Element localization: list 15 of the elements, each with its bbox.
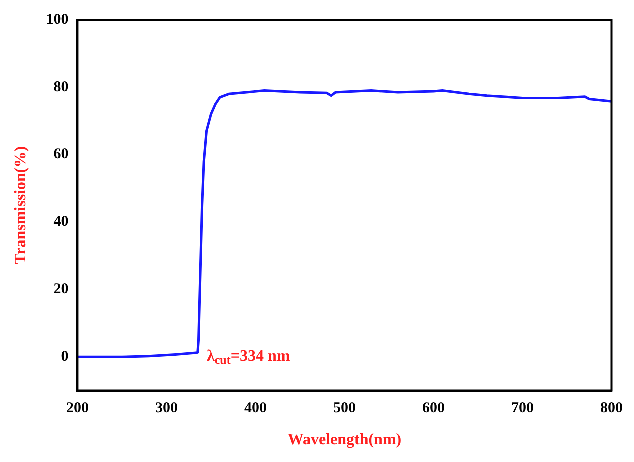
y-tick-label: 100 bbox=[46, 12, 69, 28]
y-tick-label: 80 bbox=[54, 79, 69, 96]
y-tick-label: 0 bbox=[61, 348, 69, 365]
x-tick-label: 300 bbox=[155, 400, 178, 417]
x-tick-label: 500 bbox=[333, 400, 356, 417]
y-tick-label: 20 bbox=[54, 282, 69, 298]
y-axis-title: Transmission(%) bbox=[12, 146, 30, 264]
x-tick-label: 200 bbox=[66, 400, 89, 417]
x-tick-label: 700 bbox=[511, 400, 534, 417]
y-tick-label: 60 bbox=[54, 146, 69, 163]
x-tick-label: 800 bbox=[600, 400, 623, 417]
x-tick-label: 600 bbox=[422, 400, 445, 417]
y-tick-label: 40 bbox=[54, 214, 69, 230]
x-tick-label: 400 bbox=[244, 400, 267, 417]
x-axis-title: Wavelength(nm) bbox=[288, 432, 402, 449]
